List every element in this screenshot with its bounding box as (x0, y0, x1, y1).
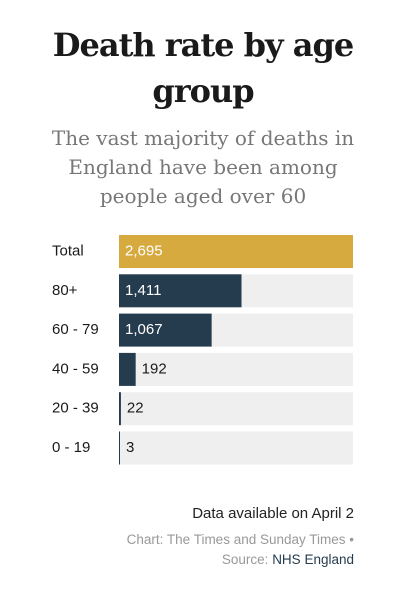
note: Data available on April 2 (192, 505, 354, 522)
bar (119, 392, 121, 426)
bar (119, 431, 120, 465)
category-label: 20 - 39 (52, 400, 99, 417)
category-label: 60 - 79 (52, 321, 99, 338)
bar-track (119, 352, 353, 386)
credit: Chart: The Times and Sunday Times • (126, 532, 354, 547)
value-label: 1,411 (125, 282, 161, 299)
bar (119, 352, 136, 386)
value-label: 22 (127, 400, 144, 417)
bar (119, 313, 212, 347)
chart-subtitle: The vast majority of deaths in England h… (51, 126, 355, 208)
category-label: 40 - 59 (52, 360, 99, 377)
source-line: Source: NHS England (222, 552, 354, 567)
source: NHS England (272, 552, 354, 567)
value-label: 2,695 (125, 242, 163, 259)
bar (119, 235, 353, 268)
bar-track (119, 431, 353, 465)
bar-track (119, 392, 353, 426)
value-label: 3 (126, 439, 134, 456)
bar (119, 274, 242, 308)
chart-title: Death rate by age group (52, 26, 354, 110)
category-label: 80+ (52, 282, 78, 299)
source-label: Source: (221, 552, 269, 567)
value-label: 192 (142, 360, 167, 377)
category-label: 0 - 19 (52, 439, 90, 456)
value-label: 1,067 (125, 321, 163, 338)
category-label: Total (52, 242, 84, 259)
